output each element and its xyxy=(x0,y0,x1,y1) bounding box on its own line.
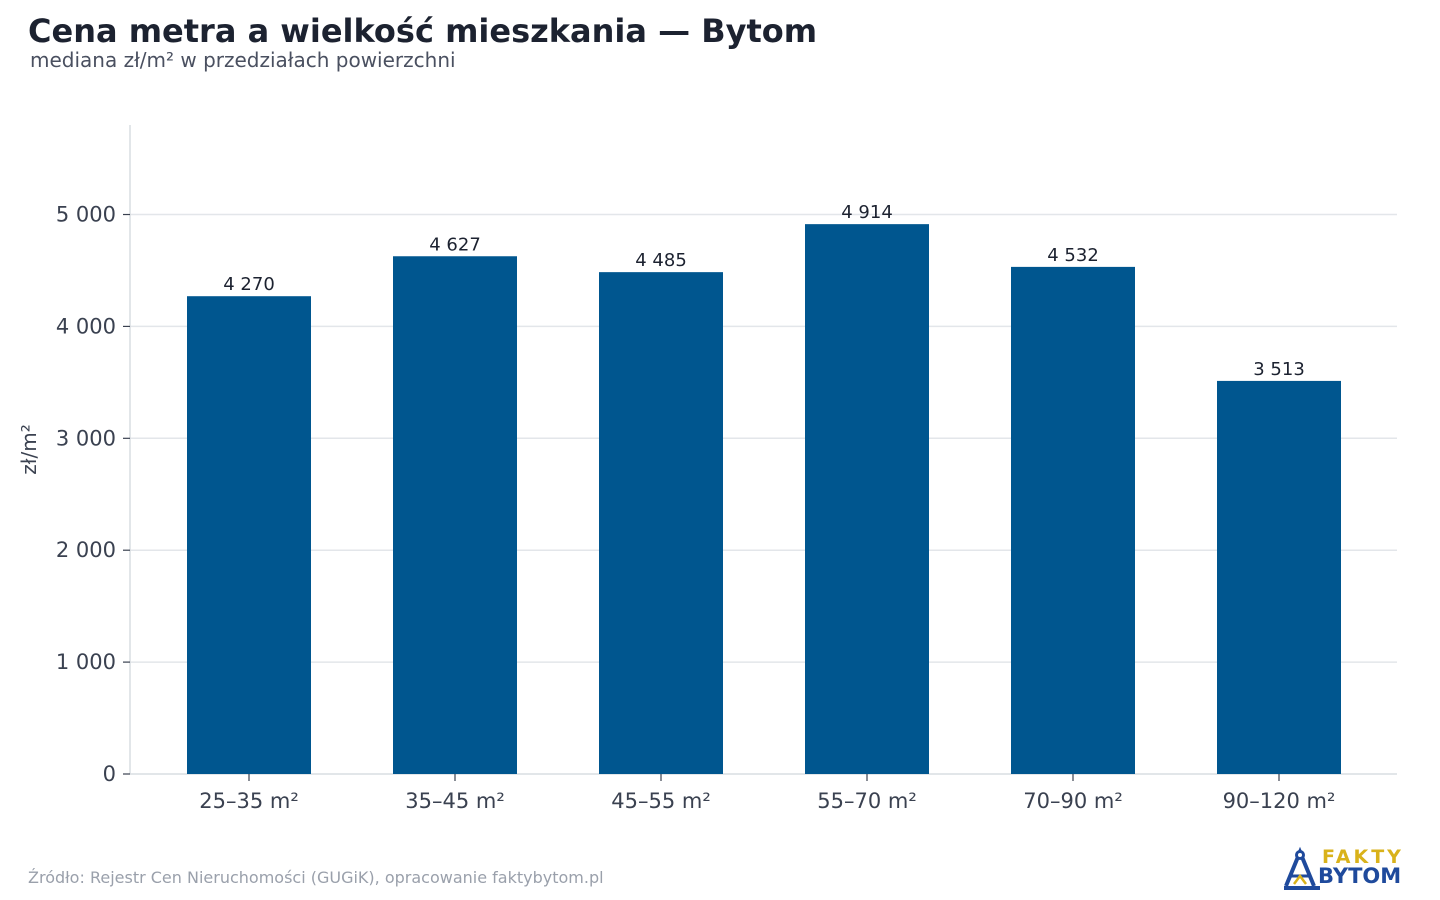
data-label: 4 627 xyxy=(429,234,481,255)
bar xyxy=(1217,380,1341,774)
y-tick-label: 0 xyxy=(103,762,116,786)
y-tick-label: 5 000 xyxy=(56,203,116,227)
logo-text-bytom: BYTOM xyxy=(1318,864,1402,888)
mine-headframe-icon xyxy=(1284,846,1320,890)
logo: FAKTY BYTOM xyxy=(1282,846,1414,892)
chart-subtitle: mediana zł/m² w przedziałach powierzchni xyxy=(30,48,456,72)
bar xyxy=(805,224,929,774)
y-tick-label: 4 000 xyxy=(56,314,116,338)
bar-chart: 0 1 000 2 000 3 000 4 000 5 000 zł/m² 4 270 25–3… xyxy=(17,125,1397,813)
x-tick-label: 45–55 m² xyxy=(611,789,711,813)
y-tick-label: 3 000 xyxy=(56,426,116,450)
bar xyxy=(1011,266,1135,774)
bar xyxy=(599,272,723,774)
y-axis-label: zł/m² xyxy=(17,424,41,474)
bar xyxy=(187,296,311,774)
bar xyxy=(393,256,517,775)
data-label: 3 513 xyxy=(1253,359,1305,380)
x-tick-label: 70–90 m² xyxy=(1023,789,1123,813)
chart-title: Cena metra a wielkość mieszkania — Bytom xyxy=(28,12,818,50)
x-tick-label: 25–35 m² xyxy=(199,789,299,813)
x-tick-label: 35–45 m² xyxy=(405,789,505,813)
data-label: 4 270 xyxy=(223,274,275,295)
source-note: Źródło: Rejestr Cen Nieruchomości (GUGiK… xyxy=(28,868,604,887)
x-tick-label: 90–120 m² xyxy=(1223,789,1336,813)
x-tick-label: 55–70 m² xyxy=(817,789,917,813)
data-label: 4 532 xyxy=(1047,245,1099,266)
data-label: 4 485 xyxy=(635,250,687,271)
y-tick-label: 1 000 xyxy=(56,650,116,674)
logo-text-fakty: FAKTY xyxy=(1322,846,1404,868)
data-label: 4 914 xyxy=(841,202,893,223)
y-tick-label: 2 000 xyxy=(56,538,116,562)
